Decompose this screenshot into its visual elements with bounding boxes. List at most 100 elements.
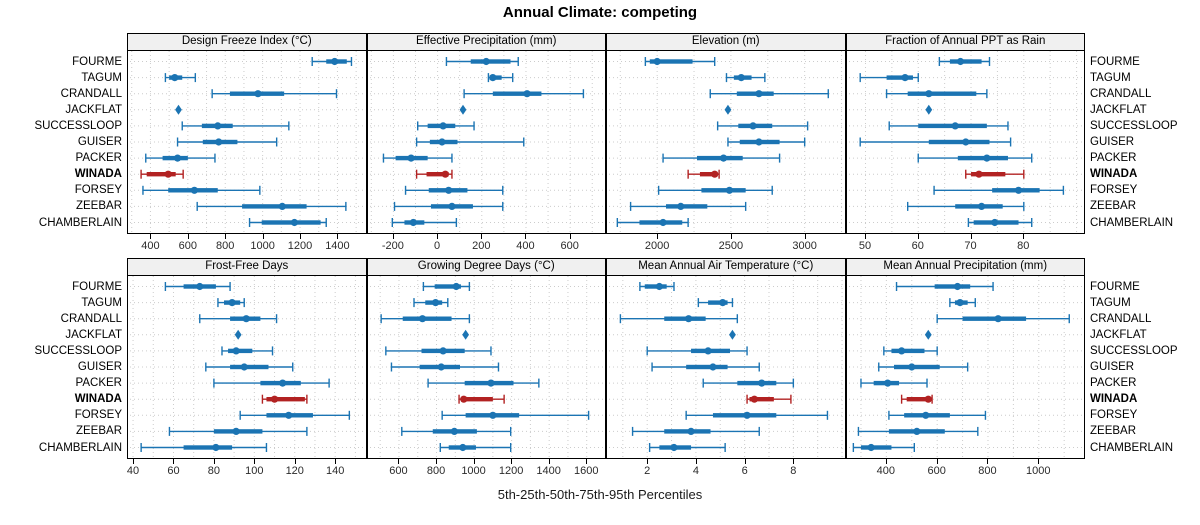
x-tick-mark	[213, 459, 215, 464]
x-tick-label: 600	[927, 465, 946, 477]
x-tick-mark	[1023, 234, 1025, 239]
interval-tagum	[412, 298, 448, 308]
interval-jackflat	[459, 104, 466, 115]
site-label-forsey: FORSEY	[74, 409, 122, 422]
panel-plot-mean-annual-precipitation-mm	[848, 276, 1082, 458]
x-tick-mark	[744, 459, 746, 464]
x-tick-label: -200	[381, 240, 404, 252]
panel-header-mean-annual-air-temperature-c: Mean Annual Air Temperature (°C)	[607, 259, 845, 276]
site-label-winada: WINADA	[1090, 393, 1138, 406]
site-label-jackflat: JACKFLAT	[1090, 103, 1147, 116]
interval-successloop	[888, 121, 1009, 131]
x-tick-mark	[473, 459, 475, 464]
x-tick-mark	[987, 459, 989, 464]
interval-successloop	[221, 346, 274, 356]
interval-chamberlain	[648, 443, 726, 452]
panel-header-effective-precipitation-mm: Effective Precipitation (mm)	[367, 34, 605, 51]
interval-winada	[457, 394, 505, 404]
site-label-forsey: FORSEY	[74, 184, 122, 197]
site-label-chamberlain: CHAMBERLAIN	[1090, 441, 1174, 454]
panel-plot-elevation-m	[609, 51, 843, 233]
site-label-fourme: FOURME	[1090, 280, 1140, 293]
x-tick-mark	[695, 459, 697, 464]
x-tick-label: 6	[741, 465, 748, 477]
interval-successloop	[716, 121, 809, 131]
interval-chamberlain	[967, 218, 1032, 227]
x-tick-label: 600	[389, 465, 408, 477]
interval-winada	[261, 394, 308, 404]
x-tick-label: 800	[426, 465, 446, 477]
site-label-chamberlain: CHAMBERLAIN	[38, 441, 122, 454]
x-tick-label: 8	[790, 465, 797, 477]
site-label-fourme: FOURME	[72, 55, 122, 68]
panel-mean-annual-air-temperature-c: Mean Annual Air Temperature (°C)	[606, 258, 846, 459]
x-tick-label: 40	[126, 465, 140, 477]
interval-crandall	[619, 314, 739, 324]
site-label-successloop: SUCCESSLOOP	[1090, 344, 1178, 357]
x-tick-label: 400	[516, 240, 535, 252]
interval-tagum	[948, 298, 976, 308]
interval-zeebar	[906, 201, 1025, 211]
x-tick-label: 60	[911, 240, 924, 252]
interval-jackflat	[234, 329, 242, 340]
interval-zeebar	[196, 201, 347, 211]
x-tick-label: 600	[178, 240, 197, 252]
interval-zeebar	[857, 426, 979, 436]
interval-fourme	[644, 57, 716, 66]
x-tick-label: 1000	[250, 240, 275, 252]
x-tick-label: 400	[141, 240, 160, 252]
interval-forsey	[887, 410, 986, 420]
site-label-winada: WINADA	[74, 168, 122, 181]
x-tick-mark	[481, 234, 483, 239]
interval-jackflat	[461, 329, 469, 340]
site-label-chamberlain: CHAMBERLAIN	[1090, 216, 1174, 229]
interval-forsey	[404, 185, 503, 195]
interval-successloop	[416, 121, 475, 131]
x-tick-label: 60	[167, 465, 180, 477]
x-tick-mark	[548, 459, 550, 464]
x-tick-label: 1600	[573, 465, 599, 477]
panel-plot-frost-free-days	[130, 276, 364, 458]
interval-fourme	[938, 57, 990, 66]
interval-tagum	[725, 73, 766, 83]
x-tick-label: 800	[216, 240, 235, 252]
site-label-successloop: SUCCESSLOOP	[1090, 119, 1178, 132]
site-label-crandall: CRANDALL	[1090, 87, 1152, 100]
interval-forsey	[657, 185, 773, 195]
x-tick-mark	[793, 459, 795, 464]
panel-elevation-m: Elevation (m)	[606, 33, 846, 234]
interval-jackflat	[924, 104, 932, 115]
interval-guiser	[727, 137, 806, 147]
interval-tagum	[217, 298, 245, 308]
x-tick-label: 200	[472, 240, 491, 252]
x-tick-label: 0	[434, 240, 441, 252]
interval-jackflat	[924, 329, 932, 340]
x-tick-label: 1200	[498, 465, 524, 477]
interval-packer	[702, 378, 795, 388]
panel-header-growing-degree-days-c: Growing Degree Days (°C)	[367, 259, 605, 276]
x-tick-label: 800	[978, 465, 997, 477]
x-axis-caption: 5th-25th-50th-75th-95th Percentiles	[497, 487, 703, 502]
interval-crandall	[709, 89, 829, 99]
interval-jackflat	[729, 329, 736, 340]
interval-packer	[426, 378, 540, 388]
interval-forsey	[440, 410, 589, 420]
site-label-winada: WINADA	[1090, 168, 1138, 181]
interval-packer	[213, 378, 330, 388]
interval-chamberlain	[616, 218, 689, 227]
x-tick-mark	[335, 459, 337, 464]
x-tick-label: 1000	[1026, 465, 1051, 477]
x-tick-mark	[586, 459, 588, 464]
site-label-packer: PACKER	[1090, 152, 1137, 165]
interval-fourme	[445, 57, 519, 66]
interval-winada	[900, 394, 933, 404]
site-label-zeebar: ZEEBAR	[1090, 200, 1137, 213]
panel-plot-effective-precipitation-mm	[369, 51, 603, 233]
x-tick-label: 400	[876, 465, 896, 477]
interval-winada	[746, 394, 792, 404]
x-tick-label: 3000	[792, 240, 817, 252]
x-tick-label: 120	[285, 465, 304, 477]
interval-crandall	[935, 314, 1070, 324]
panel-header-elevation-m: Elevation (m)	[607, 34, 845, 51]
x-tick-mark	[398, 459, 400, 464]
